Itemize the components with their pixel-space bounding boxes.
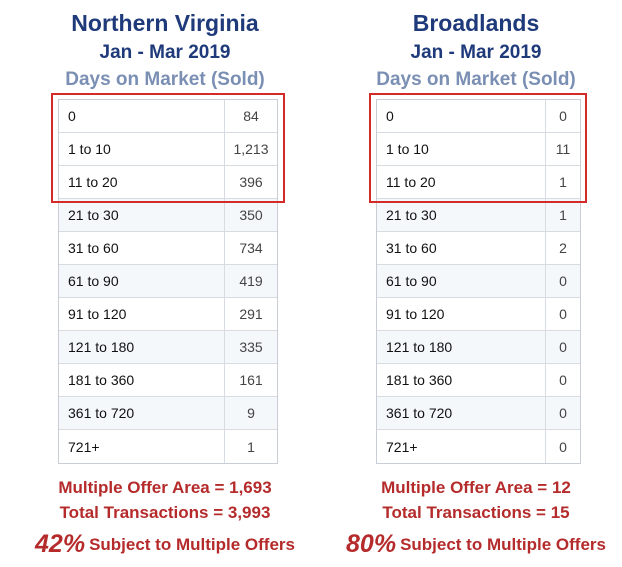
range-label: 1 to 10 xyxy=(59,133,225,165)
range-label: 91 to 120 xyxy=(377,298,546,330)
table-row: 0 84 xyxy=(59,100,277,133)
count-value: 1 xyxy=(559,174,567,190)
range-label: 121 to 180 xyxy=(59,331,225,363)
table-row: 121 to 180 0 xyxy=(377,331,580,364)
count-value: 0 xyxy=(559,438,567,455)
percent-value: 42% xyxy=(35,530,86,558)
range-label: 121 to 180 xyxy=(377,331,546,363)
table-row: 21 to 30 350 xyxy=(59,199,277,232)
table-row: 181 to 360 0 xyxy=(377,364,580,397)
range-label: 21 to 30 xyxy=(377,199,546,231)
range-label: 361 to 720 xyxy=(377,397,546,429)
range-label: 31 to 60 xyxy=(59,232,225,264)
table-row: 721+ 1 xyxy=(59,430,277,463)
range-label: 61 to 90 xyxy=(377,265,546,297)
count-value: 335 xyxy=(239,339,263,355)
table-row: 1 to 10 1,213 xyxy=(59,133,277,166)
count-value: 291 xyxy=(239,306,263,322)
table-caption: Days on Market (Sold) xyxy=(376,69,576,90)
count-value: 350 xyxy=(239,207,263,223)
table-row: 31 to 60 2 xyxy=(377,232,580,265)
count-value: 84 xyxy=(243,108,259,124)
multiple-offer-highlight-box xyxy=(369,93,587,203)
multiple-offer-highlight-box xyxy=(51,93,285,203)
region-title: Northern Virginia xyxy=(71,10,259,36)
count-value: 734 xyxy=(239,240,263,256)
table-row: 1 to 10 11 xyxy=(377,133,580,166)
table-row: 91 to 120 0 xyxy=(377,298,580,331)
table-row: 61 to 90 0 xyxy=(377,265,580,298)
table-row: 21 to 30 1 xyxy=(377,199,580,232)
range-label: 721+ xyxy=(377,430,546,463)
region-title: Broadlands xyxy=(412,10,540,36)
count-value: 1 xyxy=(247,438,255,455)
table-row: 721+ 0 xyxy=(377,430,580,463)
count-value: 161 xyxy=(239,372,263,388)
range-label: 31 to 60 xyxy=(377,232,546,264)
table-row: 61 to 90 419 xyxy=(59,265,277,298)
range-label: 181 to 360 xyxy=(59,364,225,396)
count-value: 0 xyxy=(559,108,567,124)
range-label: 11 to 20 xyxy=(377,166,546,198)
table-row: 361 to 720 9 xyxy=(59,397,277,430)
range-label: 21 to 30 xyxy=(59,199,225,231)
count-value: 396 xyxy=(239,174,263,190)
multiple-offer-summary: 80% Subject to Multiple Offers xyxy=(330,530,622,559)
period-label: Jan - Mar 2019 xyxy=(410,42,542,63)
count-value: 0 xyxy=(559,405,567,421)
multiple-offer-area-stat: Multiple Offer Area = 1,693 xyxy=(58,478,272,497)
days-on-market-table: 0 84 1 to 10 1,213 11 to 20 396 21 to 30 350… xyxy=(58,99,278,464)
table-row: 11 to 20 1 xyxy=(377,166,580,199)
range-label: 61 to 90 xyxy=(59,265,225,297)
count-value: 9 xyxy=(247,405,255,421)
count-value: 1 xyxy=(559,207,567,223)
range-label: 721+ xyxy=(59,430,225,463)
multiple-offer-summary: 42% Subject to Multiple Offers xyxy=(0,530,330,559)
table-row: 121 to 180 335 xyxy=(59,331,277,364)
range-label: 181 to 360 xyxy=(377,364,546,396)
table-row: 11 to 20 396 xyxy=(59,166,277,199)
count-value: 2 xyxy=(559,240,567,256)
count-value: 419 xyxy=(239,273,263,289)
count-value: 0 xyxy=(559,372,567,388)
count-value: 0 xyxy=(559,306,567,322)
table-caption: Days on Market (Sold) xyxy=(65,69,265,90)
total-transactions-stat: Total Transactions = 3,993 xyxy=(59,503,271,522)
count-value: 0 xyxy=(559,273,567,289)
count-value: 1,213 xyxy=(233,141,269,157)
table-row: 31 to 60 734 xyxy=(59,232,277,265)
count-value: 0 xyxy=(559,339,567,355)
range-label: 361 to 720 xyxy=(59,397,225,429)
multiple-offer-area-stat: Multiple Offer Area = 12 xyxy=(381,478,571,497)
table-row: 361 to 720 0 xyxy=(377,397,580,430)
percent-value: 80% xyxy=(346,530,397,558)
percent-text: Subject to Multiple Offers xyxy=(400,535,606,554)
range-label: 11 to 20 xyxy=(59,166,225,198)
range-label: 91 to 120 xyxy=(59,298,225,330)
total-transactions-stat: Total Transactions = 15 xyxy=(382,503,570,522)
range-label: 1 to 10 xyxy=(377,133,546,165)
period-label: Jan - Mar 2019 xyxy=(99,42,231,63)
table-row: 181 to 360 161 xyxy=(59,364,277,397)
range-label: 0 xyxy=(59,100,225,132)
percent-text: Subject to Multiple Offers xyxy=(89,535,295,554)
table-row: 91 to 120 291 xyxy=(59,298,277,331)
count-value: 11 xyxy=(555,141,571,157)
range-label: 0 xyxy=(377,100,546,132)
